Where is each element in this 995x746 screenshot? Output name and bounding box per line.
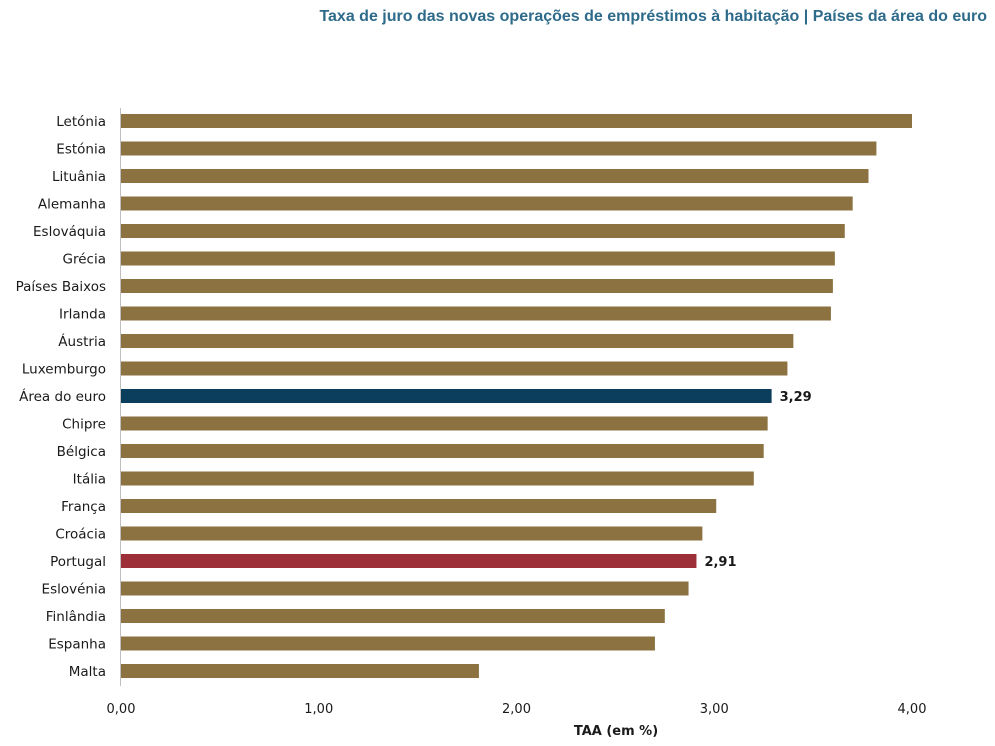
bar bbox=[121, 526, 703, 541]
bar bbox=[121, 664, 479, 678]
bar bbox=[121, 609, 665, 623]
category-label: Estónia bbox=[56, 142, 106, 158]
bar bbox=[121, 444, 764, 458]
bar bbox=[121, 279, 833, 293]
category-label: Alemanha bbox=[38, 197, 106, 213]
bar bbox=[121, 306, 831, 321]
bar bbox=[121, 581, 689, 596]
category-label: Luxemburgo bbox=[22, 362, 106, 378]
bar bbox=[121, 251, 835, 266]
category-label: Chipre bbox=[62, 417, 106, 433]
x-tick-label: 1,00 bbox=[304, 702, 333, 717]
bar bbox=[121, 361, 788, 376]
data-label: 2,91 bbox=[704, 555, 736, 570]
category-label: Irlanda bbox=[59, 307, 106, 323]
category-label: Áustria bbox=[58, 333, 106, 350]
x-axis-ticks: 0,00 1,00 2,00 3,00 4,00 bbox=[107, 702, 927, 717]
category-label: Eslovénia bbox=[42, 582, 106, 598]
category-label: Eslováquia bbox=[33, 224, 106, 240]
x-axis-title: TAA (em %) bbox=[574, 724, 658, 739]
bar bbox=[121, 169, 869, 183]
bar bbox=[121, 224, 845, 238]
category-label: Portugal bbox=[50, 554, 106, 570]
category-label: Malta bbox=[69, 664, 106, 680]
bar bbox=[121, 389, 772, 403]
bar bbox=[121, 141, 877, 156]
category-label: Espanha bbox=[48, 637, 106, 653]
category-label: Área do euro bbox=[19, 388, 106, 405]
chart-title: Taxa de juro das novas operações de empr… bbox=[319, 8, 987, 25]
category-label: Finlândia bbox=[46, 609, 106, 625]
data-labels: 3,29 2,91 bbox=[704, 390, 811, 570]
category-label: Grécia bbox=[63, 252, 106, 268]
bar bbox=[121, 334, 794, 348]
bar bbox=[121, 114, 912, 128]
x-tick-label: 0,00 bbox=[107, 702, 136, 717]
data-label: 3,29 bbox=[780, 390, 812, 405]
bars-layer bbox=[121, 114, 912, 678]
bar bbox=[121, 196, 853, 211]
category-label: Letónia bbox=[56, 114, 106, 130]
x-tick-label: 2,00 bbox=[502, 702, 531, 717]
category-labels: Letónia Estónia Lituânia Alemanha Eslováquia… bbox=[16, 114, 106, 680]
category-label: França bbox=[61, 499, 106, 515]
x-tick-label: 4,00 bbox=[898, 702, 927, 717]
category-label: Países Baixos bbox=[16, 279, 106, 295]
bar bbox=[121, 636, 655, 651]
bar bbox=[121, 471, 754, 486]
category-label: Lituânia bbox=[52, 169, 106, 185]
category-label: Croácia bbox=[55, 527, 106, 543]
x-tick-label: 3,00 bbox=[700, 702, 729, 717]
category-label: Itália bbox=[73, 472, 106, 488]
bar bbox=[121, 499, 717, 513]
bar bbox=[121, 416, 768, 431]
bar bbox=[121, 554, 697, 568]
category-label: Bélgica bbox=[57, 444, 106, 460]
